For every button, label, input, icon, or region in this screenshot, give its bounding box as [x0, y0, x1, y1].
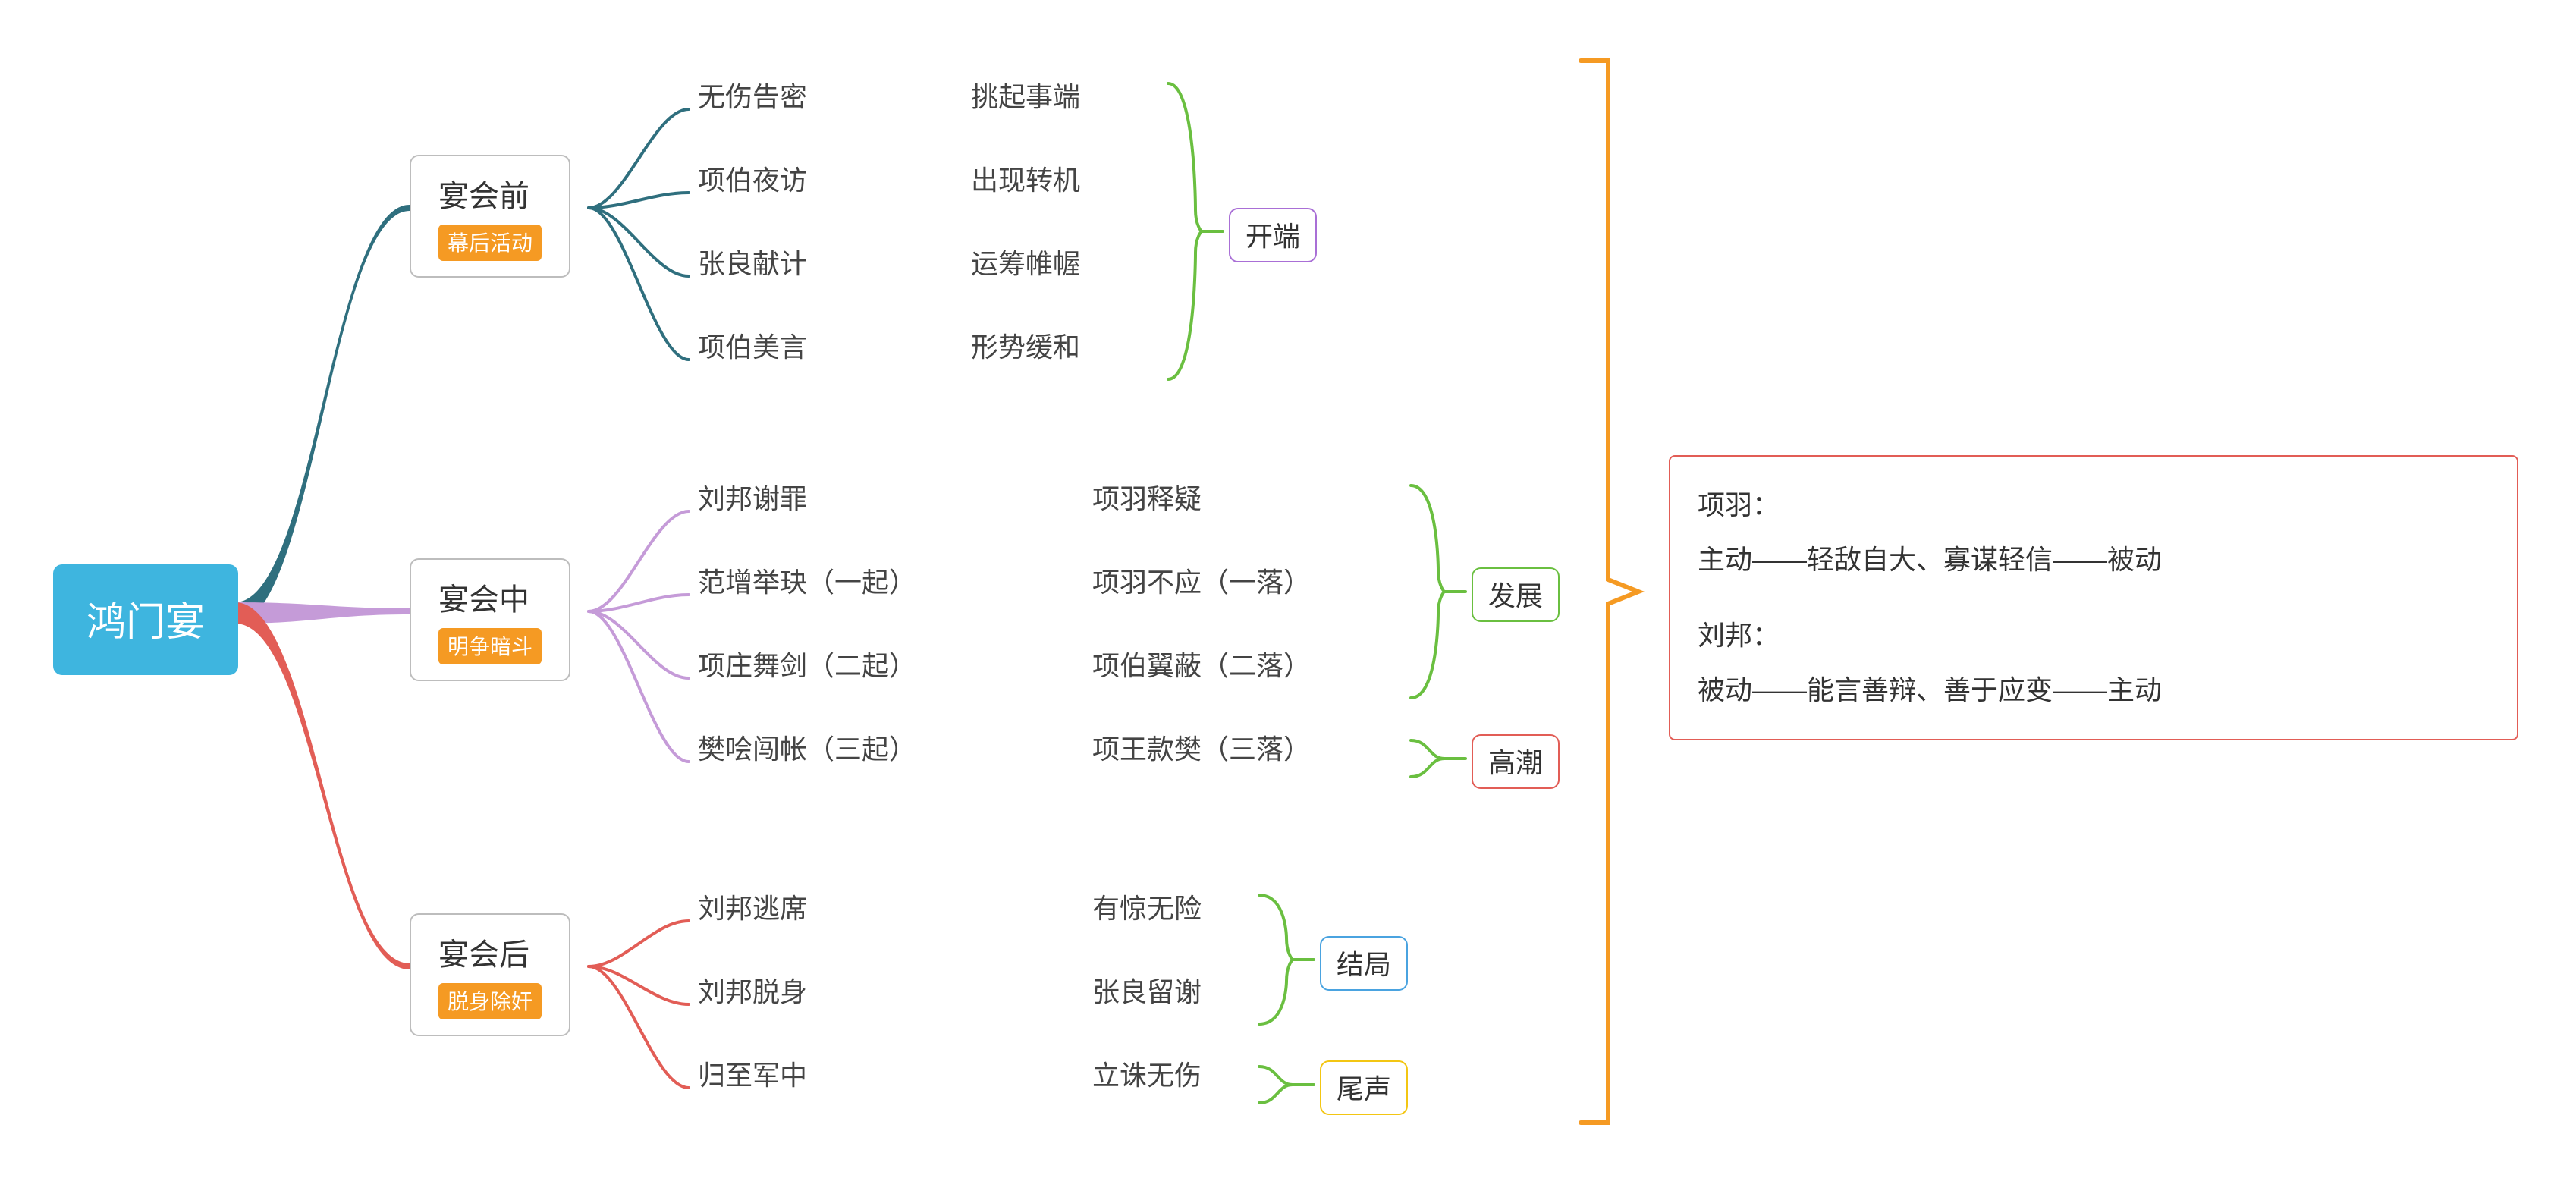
phase-box[interactable]: 高潮 [1472, 734, 1560, 789]
leaf-a[interactable]: 项庄舞剑（二起） [698, 645, 916, 684]
leaf-b[interactable]: 项王款樊（三落） [1092, 728, 1311, 768]
leaf-a[interactable]: 刘邦脱身 [698, 971, 807, 1010]
branch-b2[interactable]: 宴会后脱身除奸 [410, 913, 570, 1036]
leaf-a[interactable]: 刘邦谢罪 [698, 478, 807, 517]
summary-line: 主动——轻敌自大、寡谋轻信——被动 [1698, 533, 2490, 587]
leaf-a[interactable]: 刘邦逃席 [698, 888, 807, 927]
branch-b0[interactable]: 宴会前幕后活动 [410, 155, 570, 278]
branch-tag: 明争暗斗 [438, 628, 542, 664]
branch-tag: 脱身除奸 [438, 983, 542, 1019]
leaf-b[interactable]: 立诛无伤 [1092, 1054, 1202, 1094]
leaf-b[interactable]: 形势缓和 [971, 326, 1080, 366]
leaf-a[interactable]: 范增举玦（一起） [698, 561, 916, 601]
leaf-a[interactable]: 张良献计 [698, 243, 807, 282]
leaf-a[interactable]: 项伯夜访 [698, 159, 807, 199]
leaf-b[interactable]: 运筹帷幄 [971, 243, 1080, 282]
leaf-a[interactable]: 项伯美言 [698, 326, 807, 366]
leaf-b[interactable]: 挑起事端 [971, 76, 1080, 115]
leaf-b[interactable]: 出现转机 [971, 159, 1080, 199]
phase-box[interactable]: 开端 [1229, 207, 1317, 262]
leaf-a[interactable]: 归至军中 [698, 1054, 807, 1094]
leaf-b[interactable]: 项羽释疑 [1092, 478, 1202, 517]
summary-line: 项羽： [1698, 478, 2490, 533]
branch-title: 宴会前 [438, 171, 542, 215]
mindmap-canvas: 鸿门宴 宴会前幕后活动 无伤告密 挑起事端项伯夜访 出现转机张良献计 运筹帷幄项伯美言 形势… [0, 0, 2576, 1197]
branch-title: 宴会中 [438, 575, 542, 619]
branch-title: 宴会后 [438, 930, 542, 974]
summary-line: 刘邦： [1698, 609, 2490, 664]
leaf-b[interactable]: 项伯翼蔽（二落） [1092, 645, 1311, 684]
root-node[interactable]: 鸿门宴 [53, 564, 238, 675]
summary-line: 被动——能言善辩、善于应变——主动 [1698, 664, 2490, 718]
summary-box[interactable]: 项羽：主动——轻敌自大、寡谋轻信——被动 刘邦：被动——能言善辩、善于应变——主… [1669, 455, 2518, 741]
phase-box[interactable]: 结局 [1320, 935, 1408, 990]
leaf-b[interactable]: 项羽不应（一落） [1092, 561, 1311, 601]
leaf-a[interactable]: 无伤告密 [698, 76, 807, 115]
branch-b1[interactable]: 宴会中明争暗斗 [410, 558, 570, 681]
branch-tag: 幕后活动 [438, 225, 542, 261]
leaf-b[interactable]: 有惊无险 [1092, 888, 1202, 927]
leaf-b[interactable]: 张良留谢 [1092, 971, 1202, 1010]
summary-line [1698, 587, 2490, 609]
leaf-a[interactable]: 樊哙闯帐（三起） [698, 728, 916, 768]
phase-box[interactable]: 尾声 [1320, 1060, 1408, 1115]
phase-box[interactable]: 发展 [1472, 567, 1560, 622]
